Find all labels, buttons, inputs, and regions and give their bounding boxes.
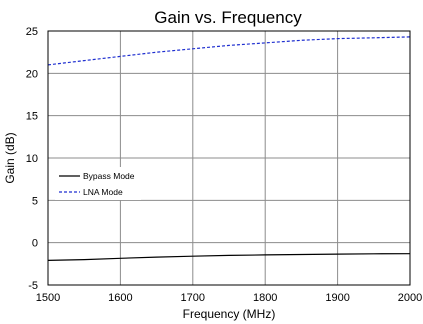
y-tick-label: 25 <box>26 26 38 38</box>
legend-box <box>55 167 141 200</box>
x-tick-label: 1700 <box>181 292 205 304</box>
x-tick-label: 1900 <box>325 292 349 304</box>
y-tick-label: 10 <box>26 153 38 165</box>
series-lines <box>47 36 411 261</box>
y-tick-label: 0 <box>32 238 38 250</box>
legend: Bypass Mode LNA Mode <box>55 167 141 200</box>
y-tick-label: -5 <box>28 280 38 292</box>
lna-modeseries-line <box>47 36 411 66</box>
y-tick-label: 20 <box>26 68 38 80</box>
bypass-modeseries-line <box>47 253 411 261</box>
x-tick-label: 1800 <box>253 292 277 304</box>
grid-lines <box>48 31 410 285</box>
legend-label-bypass-mode: Bypass Mode <box>83 171 135 181</box>
y-tick-labels: -5 0 5 10 15 20 25 <box>26 26 38 292</box>
x-tick-label: 2000 <box>398 292 422 304</box>
legend-label-lna-mode: LNA Mode <box>83 187 123 197</box>
plot-frame <box>47 30 411 286</box>
x-axis-label: Frequency (MHz) <box>183 307 276 321</box>
y-axis-label: Gain (dB) <box>3 132 17 183</box>
chart-title: Gain vs. Frequency <box>154 8 302 27</box>
y-tick-label: 5 <box>32 195 38 207</box>
x-tick-label: 1500 <box>36 292 60 304</box>
y-tick-label: 15 <box>26 111 38 123</box>
x-tick-labels: 1500 1600 1700 1800 1900 2000 <box>36 292 422 304</box>
x-tick-label: 1600 <box>108 292 132 304</box>
